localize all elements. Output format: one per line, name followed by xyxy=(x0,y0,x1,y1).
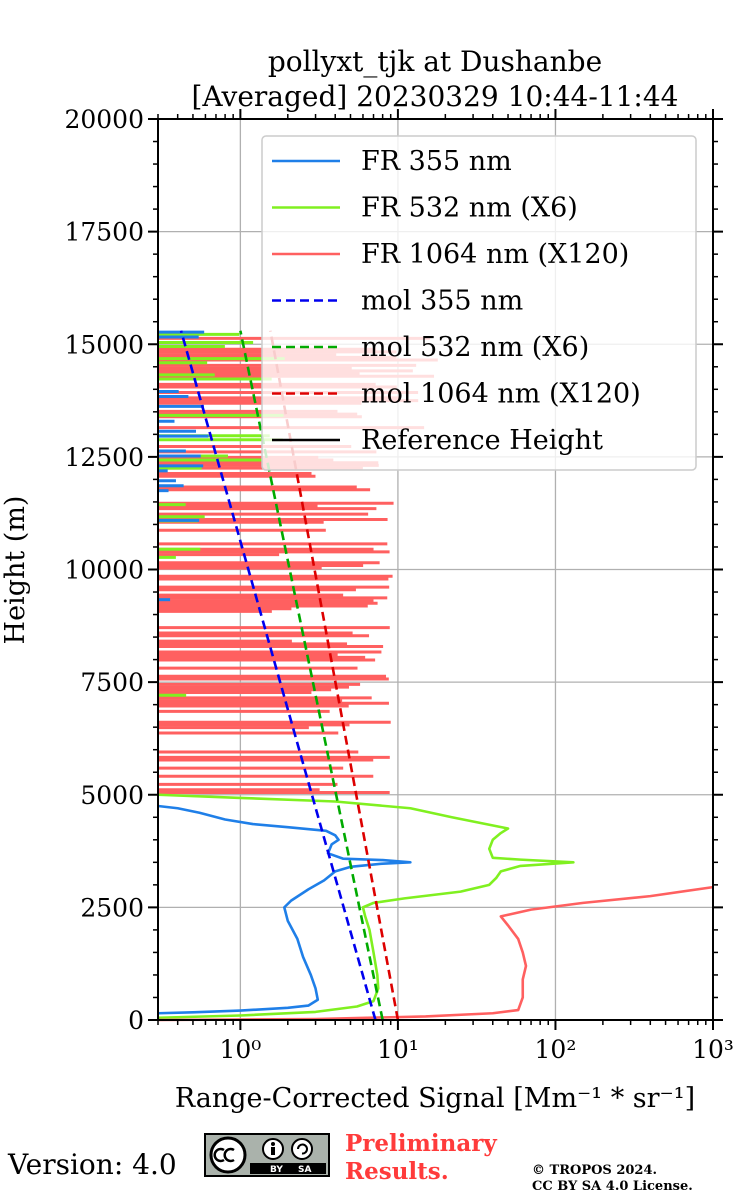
y-tick-label: 10000 xyxy=(64,556,144,585)
legend-label-1: FR 532 nm (X6) xyxy=(361,193,578,224)
legend-label-3: mol 355 nm xyxy=(361,286,523,317)
x-tick-label: 10² xyxy=(535,1035,577,1064)
legend-label-2: FR 1064 nm (X120) xyxy=(361,239,629,270)
preliminary-line2: Results. xyxy=(345,1158,449,1185)
axis-ticks: 10⁰ 10¹ 10² 10³ 0 2500 5000 7500 10000 12500 15000… xyxy=(64,105,733,1064)
y-tick-label: 7500 xyxy=(80,668,144,697)
y-tick-label: 20000 xyxy=(64,105,144,134)
y-tick-label: 0 xyxy=(128,1006,144,1035)
y-axis-label: Height (m) xyxy=(0,496,31,645)
x-tick-label: 10¹ xyxy=(377,1035,419,1064)
series-line-1 xyxy=(157,793,575,1020)
preliminary-line1: Preliminary xyxy=(345,1130,497,1157)
y-tick-label: 2500 xyxy=(80,893,144,922)
chart-title-line2: [Averaged] 20230329 10:44-11:44 xyxy=(192,80,679,113)
copyright-line1: © TROPOS 2024. xyxy=(532,1163,658,1178)
series-line-3 xyxy=(179,330,377,1021)
copyright-line2: CC BY SA 4.0 License. xyxy=(532,1179,693,1194)
chart-title-line1: pollyxt_tjk at Dushanbe xyxy=(268,45,602,78)
legend-box xyxy=(261,135,697,471)
x-tick-label: 10⁰ xyxy=(219,1035,261,1064)
series-line-5 xyxy=(269,330,400,1021)
y-tick-label: 15000 xyxy=(64,330,144,359)
series-line-2 xyxy=(157,885,714,1022)
x-tick-label: 10³ xyxy=(692,1035,734,1064)
y-tick-label: 5000 xyxy=(80,781,144,810)
copyright-note: © TROPOS 2024. CC BY SA 4.0 License. xyxy=(532,1163,693,1195)
lidar-profile-chart: pollyxt_tjk at Dushanbe [Averaged] 20230… xyxy=(0,45,734,1114)
legend-label-0: FR 355 nm xyxy=(361,146,512,177)
legend: FR 355 nm FR 532 nm (X6) FR 1064 nm (X120)… xyxy=(261,135,697,471)
y-tick-label: 17500 xyxy=(64,218,144,247)
x-axis-label: Range-Corrected Signal [Mm⁻¹ * sr⁻¹] xyxy=(175,1083,695,1114)
series-line-0 xyxy=(157,804,412,1015)
series-lines xyxy=(157,330,714,1022)
svg-text:SA: SA xyxy=(298,1165,311,1175)
svg-text:BY: BY xyxy=(270,1165,283,1175)
legend-label-6: Reference Height xyxy=(361,425,603,456)
cc-by-sa-badge: BY SA xyxy=(204,1133,330,1177)
preliminary-results-note: Preliminary Results. xyxy=(345,1130,497,1186)
legend-label-4: mol 532 nm (X6) xyxy=(361,332,589,363)
legend-label-5: mol 1064 nm (X120) xyxy=(361,379,641,410)
y-tick-label: 12500 xyxy=(64,443,144,472)
cc-logo-icon: BY SA xyxy=(209,1136,326,1175)
series-line-4 xyxy=(239,330,384,1021)
version-label: Version: 4.0 xyxy=(8,1148,177,1181)
